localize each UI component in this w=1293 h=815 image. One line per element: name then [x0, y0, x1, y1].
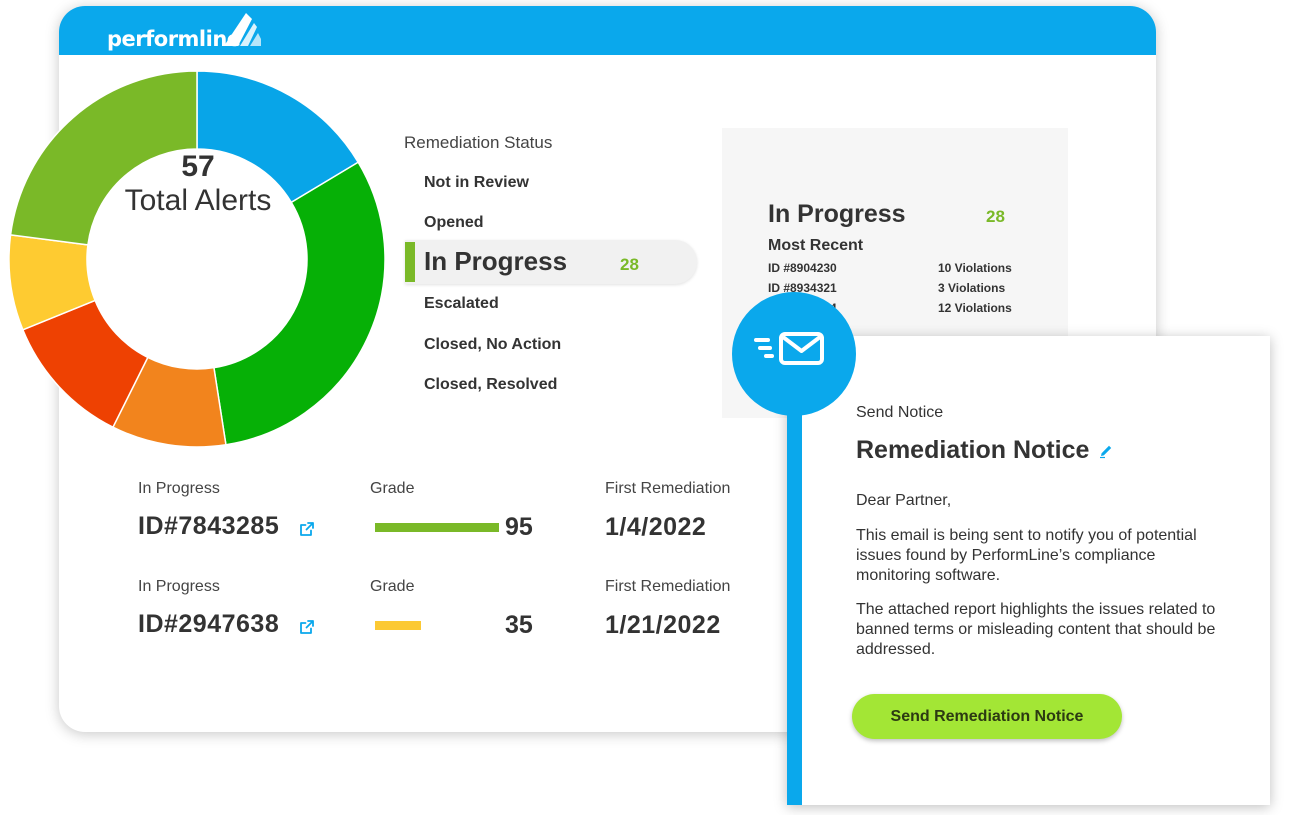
- detail-subtitle: Most Recent: [768, 237, 864, 254]
- notice-kicker: Send Notice: [856, 404, 944, 421]
- detail-count: 28: [986, 207, 1005, 226]
- detail-row-violations: 10 Violations: [938, 261, 1012, 275]
- remediation-status-title: Remediation Status: [404, 133, 553, 152]
- status-item-not-in-review[interactable]: Not in Review: [424, 174, 529, 191]
- alert-status-label: In Progress: [138, 480, 220, 497]
- grade-bar: [375, 523, 499, 532]
- detail-row-violations: 3 Violations: [938, 281, 1006, 295]
- status-item-in-progress[interactable]: In Progress 28: [405, 240, 697, 284]
- donut-hole: [87, 149, 307, 369]
- status-item-label: In Progress: [424, 246, 568, 276]
- status-item-closed-no-action[interactable]: Closed, No Action: [424, 336, 562, 353]
- detail-row-id: ID #8904230: [768, 261, 837, 275]
- detail-row[interactable]: ID #8934321 3 Violations: [768, 281, 1028, 295]
- status-item-opened[interactable]: Opened: [424, 214, 484, 231]
- grade-value: 95: [505, 513, 533, 541]
- total-alerts-label: Total Alerts: [124, 184, 272, 217]
- first-remediation-date: 1/21/2022: [605, 611, 721, 639]
- donut-center: 57 Total Alerts: [88, 150, 308, 218]
- performline-logo[interactable]: performline: [107, 27, 241, 51]
- notice-paragraph: The attached report highlights the issue…: [856, 601, 1216, 658]
- first-remediation-label: First Remediation: [605, 578, 731, 595]
- header-bar: performline: [59, 6, 1156, 55]
- grade-bar: [375, 621, 421, 630]
- pencil-icon[interactable]: [1098, 443, 1114, 459]
- send-mail-badge: [732, 292, 856, 416]
- alerts-donut-chart: [8, 70, 386, 448]
- alert-id: ID#7843285: [138, 512, 280, 540]
- first-remediation-date: 1/4/2022: [605, 513, 707, 541]
- detail-row[interactable]: ID #8904230 10 Violations: [768, 261, 1028, 275]
- detail-title: In Progress: [768, 200, 906, 228]
- detail-row-id: ID #8934321: [768, 281, 837, 295]
- grade-label: Grade: [370, 480, 415, 497]
- active-indicator: [405, 242, 415, 282]
- notice-accent-line: [787, 380, 802, 805]
- external-link-icon[interactable]: [299, 521, 315, 537]
- notice-title: Remediation Notice: [856, 436, 1090, 464]
- logo-mark-icon: [224, 13, 261, 46]
- status-item-count: 28: [620, 255, 639, 274]
- first-remediation-label: First Remediation: [605, 480, 731, 497]
- total-alerts-count: 57: [181, 150, 215, 183]
- notice-greeting: Dear Partner,: [856, 492, 952, 509]
- alert-status-label: In Progress: [138, 578, 220, 595]
- send-remediation-notice-button[interactable]: Send Remediation Notice: [852, 694, 1122, 739]
- grade-value: 35: [505, 611, 533, 639]
- mail-fast-icon: [754, 332, 824, 365]
- detail-row-violations: 12 Violations: [938, 301, 1012, 315]
- status-item-escalated[interactable]: Escalated: [424, 295, 499, 312]
- external-link-icon[interactable]: [299, 619, 315, 635]
- grade-label: Grade: [370, 578, 415, 595]
- status-item-closed-resolved[interactable]: Closed, Resolved: [424, 376, 558, 393]
- notice-paragraph: This email is being sent to notify you o…: [856, 527, 1197, 584]
- alert-id: ID#2947638: [138, 610, 280, 638]
